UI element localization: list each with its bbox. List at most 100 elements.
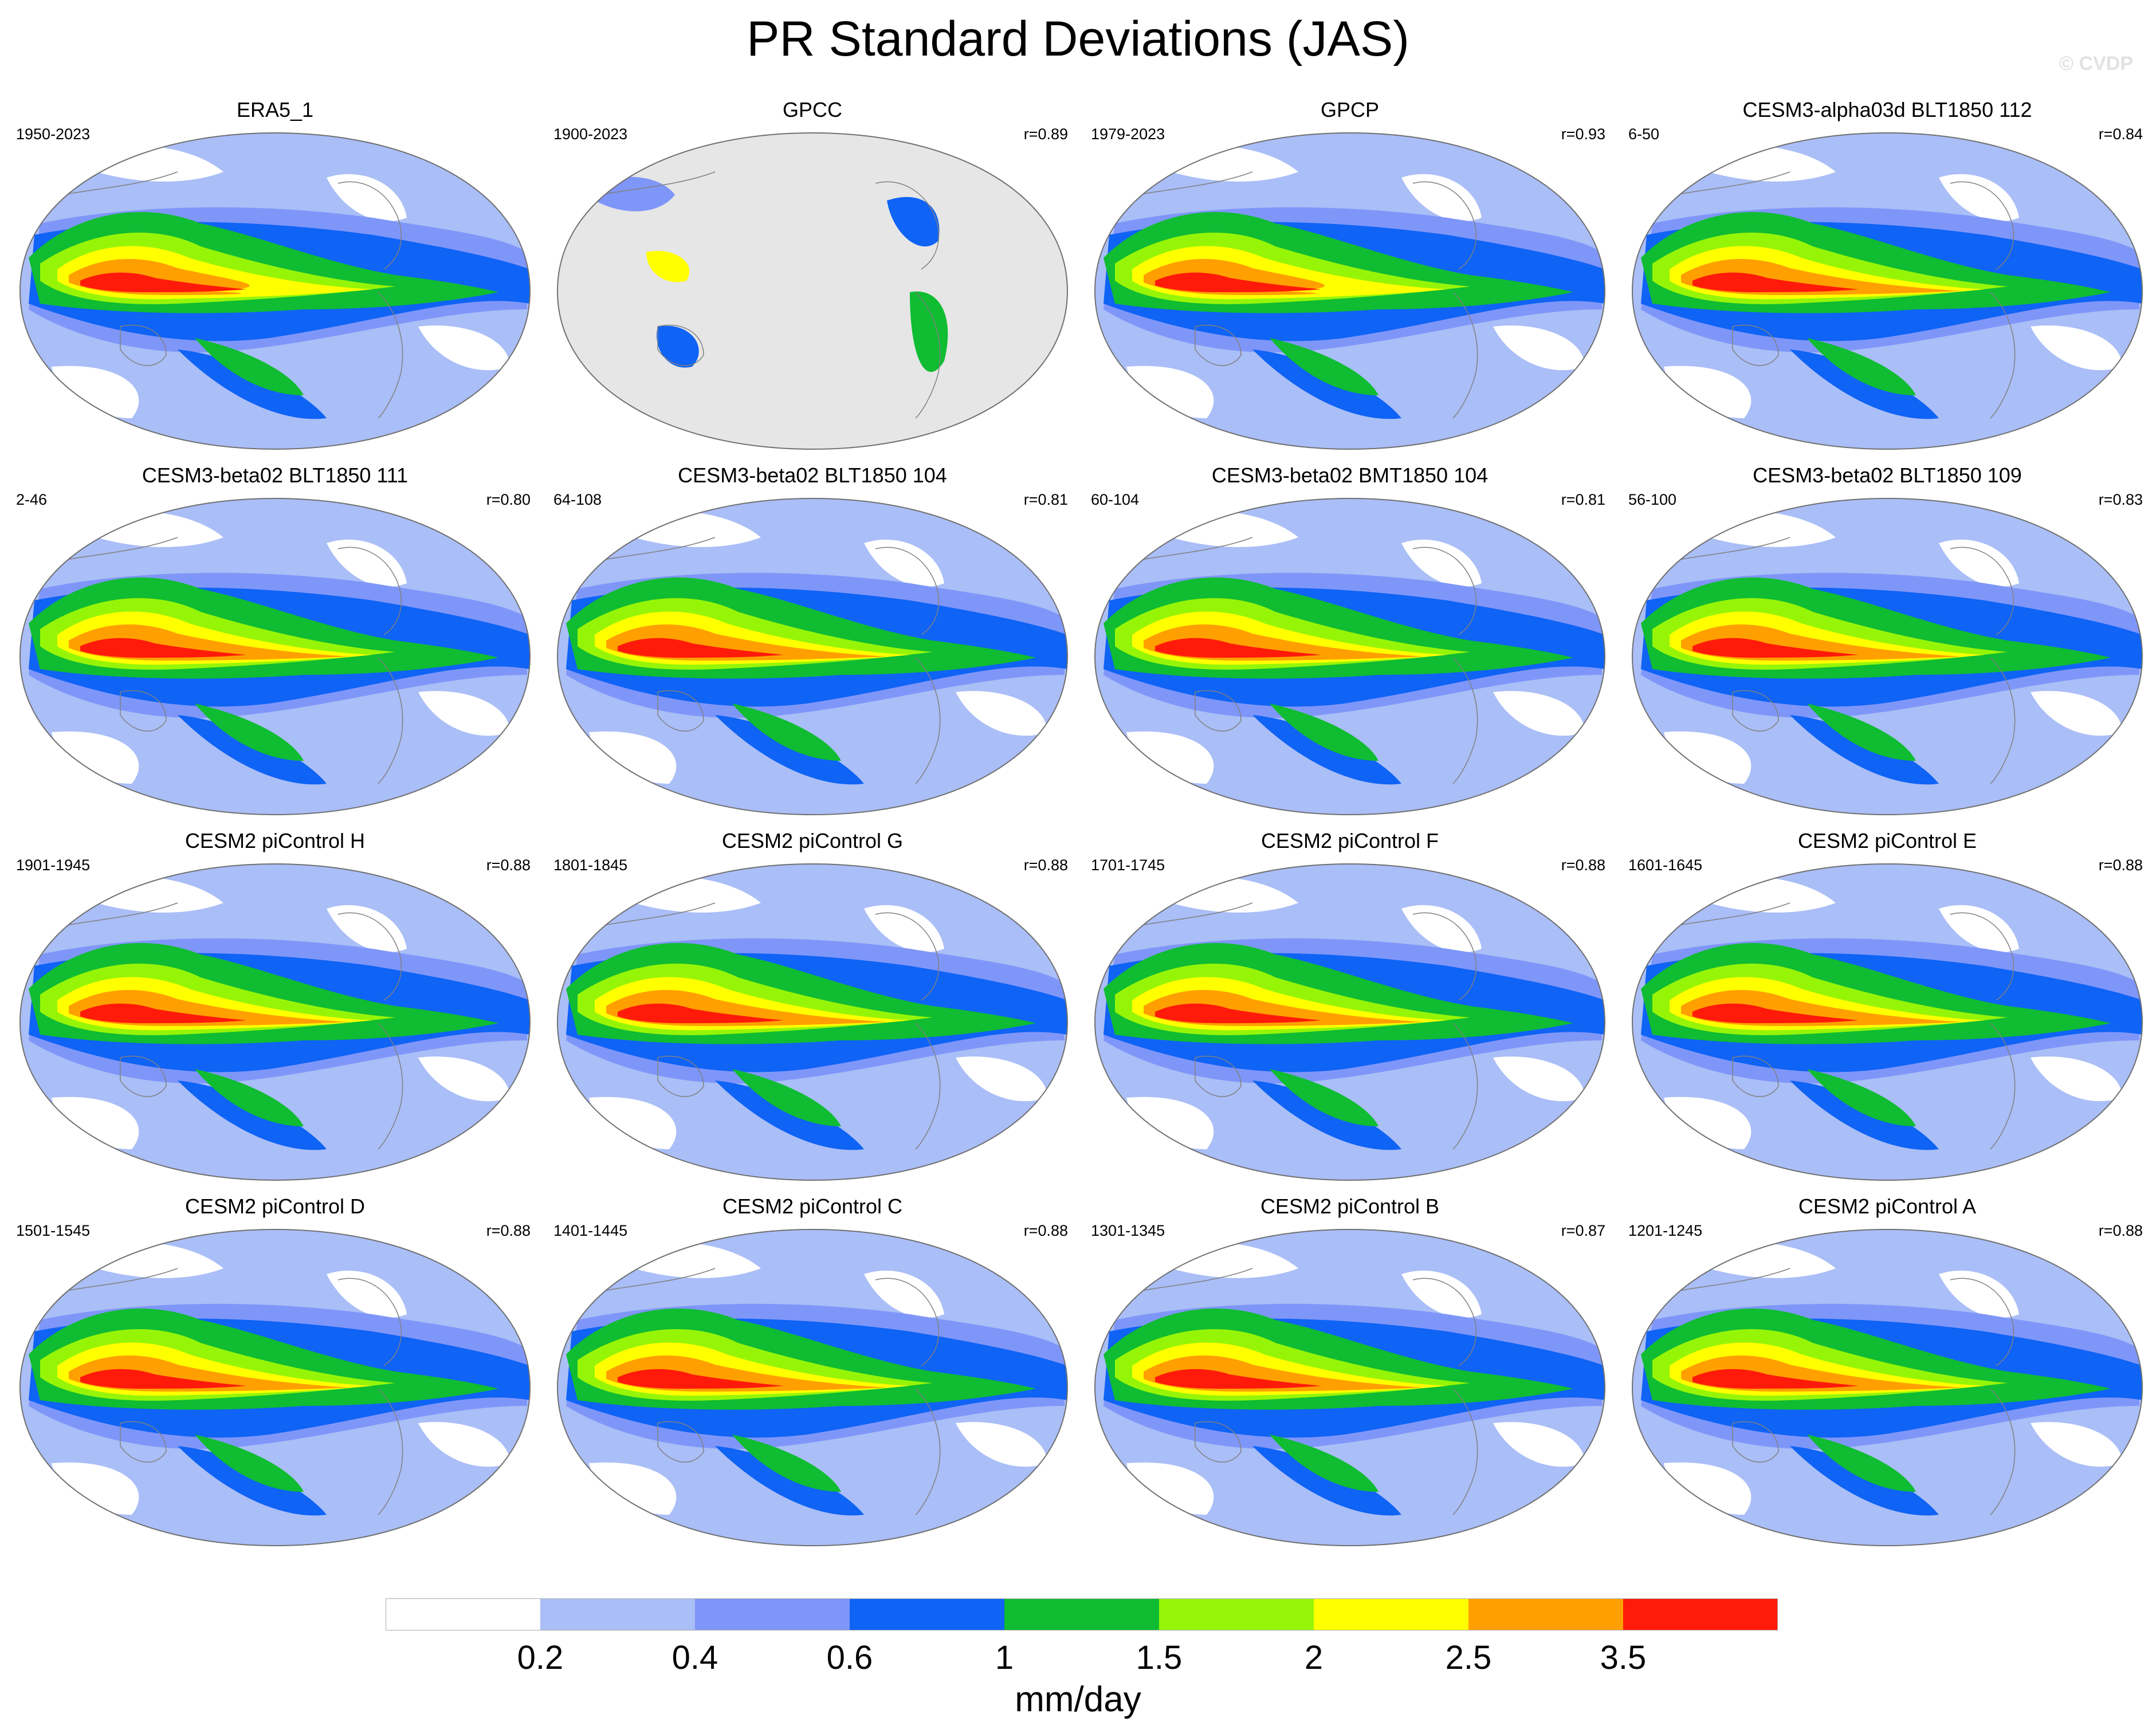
map-border [19, 497, 531, 816]
southern-band [178, 1446, 327, 1516]
colorbar-units: mm/day [1015, 1680, 1141, 1719]
low-variance-region [418, 1056, 510, 1102]
map-border [556, 132, 1069, 450]
low-variance-region [52, 366, 139, 418]
low-variance-region [1493, 325, 1585, 371]
map-border [1094, 132, 1606, 450]
low-variance-region [1664, 366, 1751, 418]
panel-correlation: r=0.93 [1561, 125, 1605, 143]
red-core [1155, 272, 1321, 292]
colorbar-swatch [695, 1598, 850, 1630]
global-map [1631, 1228, 2143, 1547]
southern-band [1790, 1080, 1939, 1150]
spcz-green [195, 1069, 304, 1126]
land-south-america [910, 291, 948, 372]
low-variance-region [2031, 325, 2122, 371]
panel-title: CESM2 piControl G [721, 829, 904, 852]
map-panel: CESM2 piControl G 1801-1845 r=0.88 [543, 828, 1082, 1193]
panel-correlation: r=0.88 [1023, 856, 1068, 874]
red-core [1692, 638, 1859, 658]
colorbar-swatch [850, 1598, 1004, 1630]
low-variance-region [1493, 691, 1585, 736]
low-variance-region [1493, 1422, 1585, 1467]
panel-correlation: r=0.88 [486, 1222, 531, 1239]
map-panel: GPCP 1979-2023 r=0.93 [1081, 97, 1619, 462]
panel-title: ERA5_1 [236, 98, 314, 121]
red-core [618, 638, 784, 658]
panel-years: 2-46 [16, 491, 48, 508]
panel-title: CESM3-beta02 BMT1850 104 [1211, 463, 1489, 487]
colorbar-swatch [1159, 1598, 1314, 1630]
panel-correlation: r=0.87 [1561, 1222, 1605, 1239]
global-map [1631, 497, 2143, 816]
red-core [1692, 1003, 1859, 1023]
map-border [556, 1228, 1069, 1547]
low-variance-region [864, 539, 944, 587]
southern-band [1790, 715, 1939, 785]
panel-title: CESM2 piControl C [722, 1194, 903, 1218]
land-maritime-continent [646, 251, 690, 282]
low-variance-region [327, 539, 407, 587]
coastlines [1114, 902, 1478, 1150]
low-variance-region [1664, 731, 1751, 784]
map-border [1094, 863, 1606, 1181]
map-panel: CESM2 piControl B 1301-1345 r=0.87 [1081, 1194, 1619, 1558]
panel-years: 1701-1745 [1091, 856, 1165, 874]
panel-correlation: r=0.89 [1023, 125, 1068, 143]
southern-band [1790, 349, 1939, 419]
red-core [80, 1369, 246, 1389]
low-variance-region [2031, 691, 2122, 736]
map-panel: CESM3-beta02 BLT1850 109 56-100 r=0.83 [1618, 463, 2156, 827]
low-variance-region [589, 1097, 677, 1149]
red-core [1155, 1369, 1321, 1389]
colorbar-frame [386, 1598, 1778, 1630]
southern-band [1790, 1446, 1939, 1516]
low-variance-region [1126, 731, 1214, 784]
page-title: PR Standard Deviations (JAS) [747, 11, 1409, 66]
colorbar-swatch [386, 1598, 540, 1630]
panel-correlation: r=0.88 [2098, 856, 2143, 874]
spcz-green [1270, 1435, 1379, 1492]
panel-correlation: r=0.83 [2098, 491, 2143, 508]
panel-years: 64-108 [553, 491, 602, 508]
panel-title: CESM2 piControl D [184, 1194, 366, 1218]
low-variance-region [1664, 1097, 1751, 1149]
low-variance-region [418, 325, 510, 371]
global-map [19, 497, 531, 816]
map-border [556, 863, 1069, 1181]
colorbar-swatch [1004, 1598, 1159, 1630]
panel-title: CESM3-beta02 BLT1850 109 [1753, 463, 2022, 487]
panel-title: CESM2 piControl B [1260, 1194, 1440, 1218]
spcz-green [732, 1435, 841, 1492]
southern-band [178, 1080, 327, 1150]
coastlines [577, 171, 941, 419]
global-map [19, 1228, 531, 1547]
global-map [1631, 132, 2143, 450]
southern-band [715, 715, 864, 785]
global-map [19, 863, 531, 1181]
colorbar-tick-label: 0.4 [671, 1639, 718, 1676]
map-border [556, 497, 1069, 816]
southern-band [1252, 349, 1401, 419]
spcz-green [195, 1435, 304, 1492]
low-variance-region [864, 1270, 944, 1318]
panel-years: 1801-1845 [553, 856, 628, 874]
colorbar-tick-label: 0.2 [517, 1639, 564, 1676]
spcz-green [195, 704, 304, 761]
low-variance-region [589, 1462, 677, 1515]
map-panel: CESM2 piControl H 1901-1945 r=0.88 [6, 828, 544, 1193]
panel-correlation: r=0.84 [2098, 125, 2143, 143]
map-border [19, 1228, 531, 1547]
panel-correlation: r=0.88 [1561, 856, 1605, 874]
low-variance-region [589, 731, 677, 784]
watermark: © CVDP [2059, 53, 2133, 74]
low-variance-region [1126, 1097, 1214, 1149]
spcz-green [1807, 1435, 1916, 1492]
map-panel: ERA5_1 1950-2023 [6, 97, 544, 462]
map-border [1094, 1228, 1606, 1547]
global-map [1094, 132, 1606, 450]
low-variance-region [1401, 1270, 1482, 1318]
colorbar-swatch [1468, 1598, 1623, 1630]
low-variance-region [1664, 1462, 1751, 1515]
global-map [556, 1228, 1069, 1547]
